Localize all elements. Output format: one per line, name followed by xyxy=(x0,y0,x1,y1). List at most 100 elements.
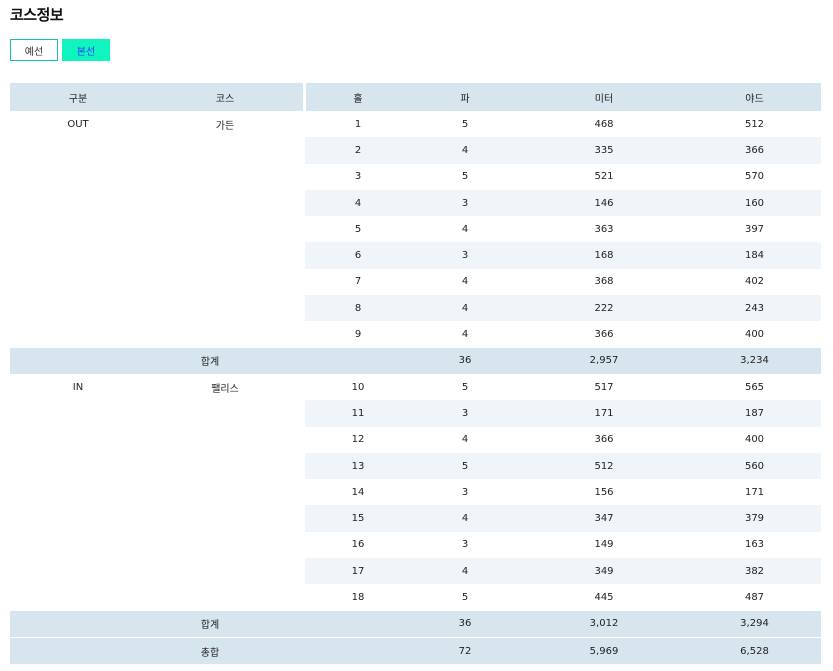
hole-par: 4 xyxy=(461,144,469,156)
hole-number: 10 xyxy=(351,381,365,393)
hole-par: 4 xyxy=(461,276,469,288)
subtotal-par: 36 xyxy=(458,355,472,367)
table-body: OUT 가든 1 5 468 512 2 4 335 366 3 5 521 570 4 3 146 160 5 4 3… xyxy=(10,111,821,665)
table-row: 9 4 366 400 xyxy=(10,321,821,347)
course-table: 구분 코스 홀 파 미터 야드 OUT 가든 1 5 468 512 2 4 335 366 3 5 5… xyxy=(10,83,821,665)
hole-yard: 512 xyxy=(744,118,765,130)
hole-meter: 445 xyxy=(594,591,614,603)
total-yard: 6,528 xyxy=(740,645,769,657)
tab-final[interactable]: 본선 xyxy=(62,39,110,61)
hole-meter: 366 xyxy=(594,434,614,446)
hole-number: 14 xyxy=(351,486,365,498)
hole-number: 18 xyxy=(351,591,365,603)
hole-number: 5 xyxy=(354,223,362,235)
subtotal-row: 합계 36 2,957 3,234 xyxy=(10,347,821,374)
hole-yard: 366 xyxy=(744,144,765,156)
hole-number: 13 xyxy=(351,460,365,472)
subtotal-yard: 3,234 xyxy=(740,355,769,367)
hole-meter: 521 xyxy=(594,171,614,183)
table-row: 3 5 521 570 xyxy=(10,164,821,190)
hole-yard: 397 xyxy=(744,223,765,235)
hole-number: 1 xyxy=(354,118,362,130)
hole-par: 5 xyxy=(461,460,469,472)
hole-yard: 570 xyxy=(744,171,765,183)
hole-par: 3 xyxy=(461,250,469,262)
hole-meter: 512 xyxy=(594,460,614,472)
hole-par: 3 xyxy=(461,197,469,209)
hole-number: 8 xyxy=(354,302,362,314)
table-row: IN 팰리스 10 5 517 565 xyxy=(10,374,821,400)
hole-yard: 187 xyxy=(744,407,765,419)
hole-meter: 171 xyxy=(594,407,614,419)
hole-meter: 468 xyxy=(594,118,614,130)
table-row: 2 4 335 366 xyxy=(10,137,821,164)
table-row: 13 5 512 560 xyxy=(10,452,821,480)
hole-number: 2 xyxy=(354,144,362,156)
table-row: 5 4 363 397 xyxy=(10,216,821,242)
tab-qualifying[interactable]: 예선 xyxy=(10,39,58,61)
hole-yard: 382 xyxy=(744,565,765,577)
total-par: 72 xyxy=(458,645,472,657)
hole-meter: 363 xyxy=(594,223,614,235)
table-row: 14 3 156 171 xyxy=(10,479,821,505)
table-row: OUT 가든 1 5 468 512 xyxy=(10,111,821,137)
total-meter: 5,969 xyxy=(589,645,619,657)
hole-yard: 400 xyxy=(744,329,765,341)
header-course: 코스 xyxy=(215,93,235,105)
page-title: 코스정보 xyxy=(10,6,64,24)
hole-meter: 335 xyxy=(594,144,614,156)
hole-par: 4 xyxy=(461,302,469,314)
hole-par: 4 xyxy=(461,329,469,341)
hole-meter: 366 xyxy=(594,329,614,341)
hole-yard: 402 xyxy=(744,276,765,288)
hole-yard: 171 xyxy=(744,486,765,498)
header-meter: 미터 xyxy=(594,93,614,105)
section-course: 팰리스 xyxy=(211,383,239,395)
table-row: 8 4 222 243 xyxy=(10,295,821,322)
table-row: 17 4 349 382 xyxy=(10,558,821,585)
hole-meter: 349 xyxy=(594,565,614,577)
subtotal-row: 합계 36 3,012 3,294 xyxy=(10,610,821,637)
header-hole: 홀 xyxy=(353,93,363,105)
total-row: 총합 72 5,969 6,528 xyxy=(10,636,821,665)
hole-number: 4 xyxy=(354,197,362,209)
hole-number: 17 xyxy=(351,565,365,577)
hole-meter: 222 xyxy=(594,302,614,314)
hole-par: 3 xyxy=(461,539,469,551)
table-row: 18 5 445 487 xyxy=(10,584,821,610)
header-yard: 야드 xyxy=(745,93,764,105)
hole-meter: 517 xyxy=(594,381,614,393)
hole-yard: 163 xyxy=(744,539,765,551)
hole-number: 11 xyxy=(351,407,365,419)
hole-yard: 184 xyxy=(744,250,765,262)
hole-meter: 156 xyxy=(594,486,614,498)
hole-meter: 368 xyxy=(594,276,614,288)
table-row: 16 3 149 163 xyxy=(10,532,821,558)
table-row: 15 4 347 379 xyxy=(10,505,821,532)
hole-par: 4 xyxy=(461,223,469,235)
hole-yard: 560 xyxy=(744,460,765,472)
hole-number: 16 xyxy=(351,539,365,551)
hole-yard: 160 xyxy=(744,197,765,209)
subtotal-par: 36 xyxy=(458,618,472,630)
subtotal-meter: 3,012 xyxy=(589,618,619,630)
hole-par: 5 xyxy=(461,591,469,603)
section-gubun: OUT xyxy=(67,118,89,130)
hole-yard: 487 xyxy=(744,591,765,603)
table-row: 4 3 146 160 xyxy=(10,189,821,217)
table-row: 7 4 368 402 xyxy=(10,269,821,295)
hole-number: 3 xyxy=(354,171,362,183)
header-par: 파 xyxy=(460,93,470,105)
hole-number: 6 xyxy=(354,250,362,262)
table-row: 6 3 168 184 xyxy=(10,242,821,269)
hole-par: 5 xyxy=(461,118,469,130)
hole-number: 9 xyxy=(354,329,362,341)
hole-meter: 347 xyxy=(594,513,614,525)
hole-number: 7 xyxy=(354,276,362,288)
hole-yard: 243 xyxy=(744,302,765,314)
hole-par: 4 xyxy=(461,513,469,525)
subtotal-yard: 3,294 xyxy=(740,618,769,630)
subtotal-label: 합계 xyxy=(200,357,220,369)
hole-par: 5 xyxy=(461,381,469,393)
section-gubun: IN xyxy=(72,381,84,393)
